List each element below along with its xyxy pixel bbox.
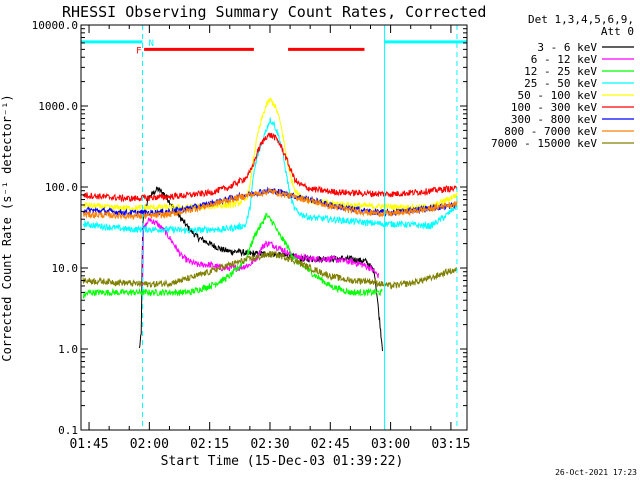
series-line-4 (82, 97, 458, 213)
x-tick-label-6: 03:15 (431, 437, 470, 452)
flag-label-F: F (136, 46, 141, 56)
timestamp: 26-Oct-2021 17:23 (555, 468, 637, 477)
x-tick-label-3: 02:30 (250, 437, 289, 452)
series-line-7 (82, 188, 458, 221)
plot-frame (80, 24, 468, 431)
series-line-1 (142, 217, 379, 295)
data-layer (82, 97, 458, 352)
chart-title: RHESSI Observing Summary Count Rates, Co… (62, 3, 486, 21)
series-line-8 (82, 249, 458, 290)
x-tick-label-1: 02:00 (130, 437, 169, 452)
y-tick-label-3: 100.0 (45, 181, 78, 194)
y-tick-label-0: 0.1 (58, 424, 78, 437)
x-tick-label-0: 01:45 (69, 437, 108, 452)
legend-header-line-2: Att 0 (601, 25, 634, 38)
flag-layer: NF (81, 39, 467, 56)
legend-label-2: 12 - 25 keV (524, 65, 597, 78)
legend-label-5: 100 - 300 keV (511, 101, 597, 114)
legend-label-0: 3 - 6 keV (537, 41, 597, 54)
legend-label-7: 800 - 7000 keV (504, 125, 597, 138)
x-axis-label: Start Time (15-Dec-03 01:39:22) (161, 454, 404, 469)
legend-label-1: 6 - 12 keV (531, 53, 598, 66)
series-line-3 (82, 117, 458, 235)
legend-header-line-1: Det 1,3,4,5,6,9, (528, 13, 634, 26)
legend-label-8: 7000 - 15000 keV (491, 137, 597, 150)
y-tick-label-4: 1000.0 (38, 100, 78, 113)
legend-label-3: 25 - 50 keV (524, 77, 597, 90)
y-tick-label-5: 10000.0 (32, 19, 78, 32)
series-line-5 (82, 132, 458, 203)
legend-label-4: 50 - 100 keV (518, 89, 598, 102)
axes-layer: 0.1 1.0 10.0 100.0 1000.0 10000.0 01:45 02:00 02… (32, 19, 471, 452)
y-tick-label-2: 10.0 (52, 262, 79, 275)
series-line-2 (82, 212, 383, 299)
x-tick-label-4: 02:45 (311, 437, 350, 452)
y-axis-label: Corrected Count Rate (s⁻¹ detector⁻¹) (0, 94, 14, 361)
y-tick-label-1: 1.0 (58, 343, 78, 356)
legend-label-6: 300 - 800 keV (511, 113, 597, 126)
flag-label-N: N (149, 39, 154, 49)
x-tick-label-5: 03:00 (371, 437, 410, 452)
x-tick-label-2: 02:15 (190, 437, 229, 452)
